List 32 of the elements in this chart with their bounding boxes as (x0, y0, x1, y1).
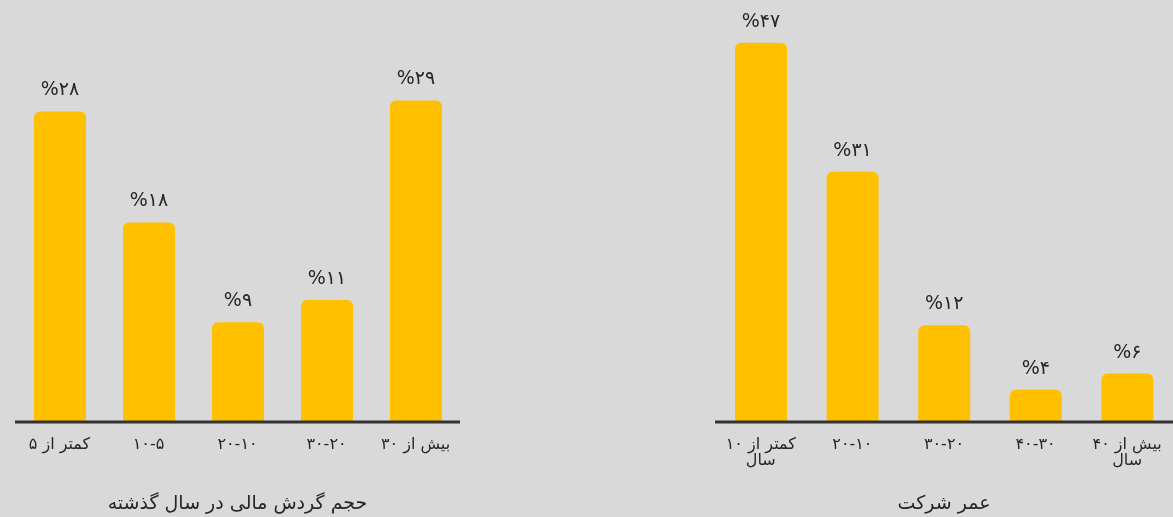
data-label: %۴ (1021, 355, 1050, 378)
data-label: %۲۹ (396, 66, 436, 89)
bar (212, 322, 264, 422)
bar (1101, 373, 1154, 422)
data-label: %۶ (1113, 339, 1142, 362)
bar (34, 111, 86, 422)
data-label: %۴۷ (741, 8, 781, 31)
bar (390, 100, 442, 422)
data-label: %۱۱ (307, 266, 347, 289)
x-tick-label: ۳۰-۲۰ (306, 434, 347, 454)
data-label: %۱۸ (129, 188, 169, 211)
x-tick-label: بیش از ۴۰ سال (1092, 434, 1162, 470)
x-tick-label: ۴۰-۳۰ (1015, 434, 1056, 454)
x-tick-label: بیش از ۳۰ (380, 434, 451, 455)
bar (301, 300, 353, 422)
bar (123, 222, 175, 422)
bar (735, 42, 787, 422)
x-tick-label: ۲۰-۱۰ (832, 434, 873, 454)
bar (1009, 389, 1062, 422)
data-label: %۲۸ (40, 77, 80, 100)
data-label: %۳۱ (833, 137, 872, 160)
x-tick-label: کمتر از ۱۰ سال (725, 434, 797, 470)
x-axis-title: عمر شرکت (897, 491, 991, 514)
data-label: %۹ (223, 288, 253, 311)
data-label: %۱۲ (924, 291, 964, 314)
x-tick-label: ۳۰-۲۰ (923, 434, 965, 454)
bar (826, 171, 879, 422)
x-tick-label: کمتر از ۵ (28, 434, 91, 455)
x-tick-label: ۱۰-۵ (132, 434, 165, 454)
x-axis-title: حجم گردش مالی در سال گذشته (107, 491, 368, 514)
bar (918, 325, 971, 422)
x-tick-label: ۲۰-۱۰ (217, 434, 258, 454)
